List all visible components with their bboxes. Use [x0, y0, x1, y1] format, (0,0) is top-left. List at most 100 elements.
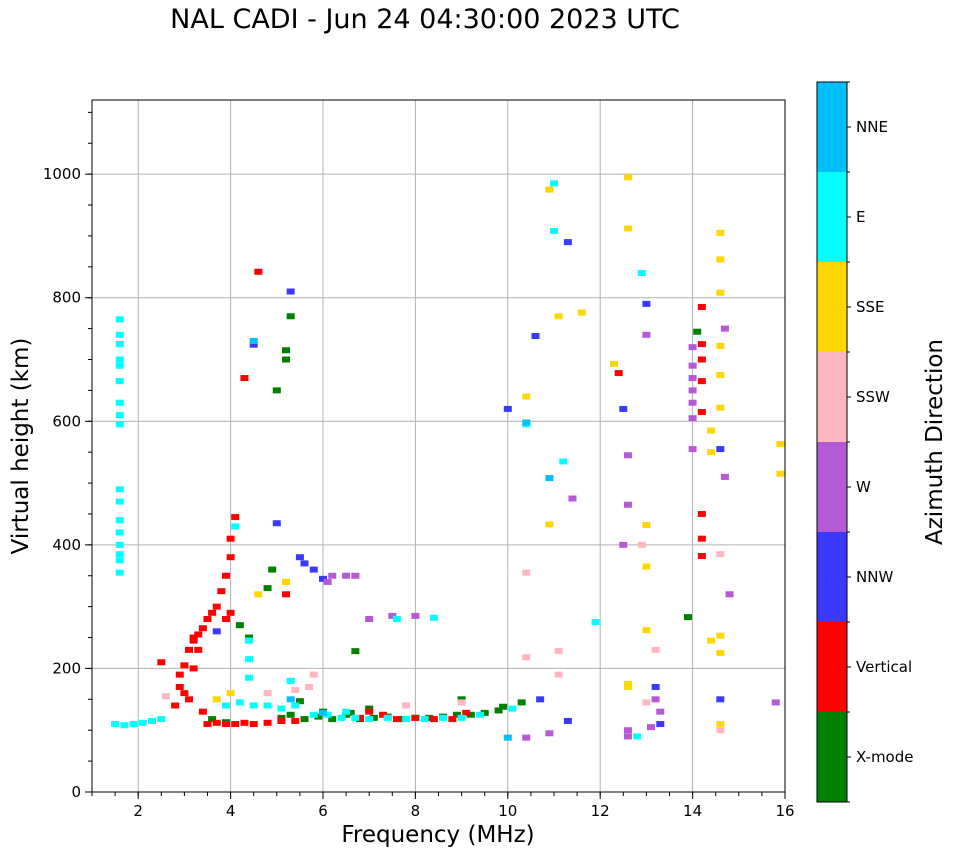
data-point-e: [115, 362, 124, 369]
data-point-x-mode: [351, 648, 360, 655]
data-point-e: [457, 714, 466, 721]
data-point-vertical: [697, 356, 706, 363]
colorbar: X-mode Vertical NNW W SSW SSE E NNE: [816, 81, 913, 803]
data-point-vertical: [189, 665, 198, 672]
data-point-ssw: [263, 690, 272, 697]
data-point-sse: [642, 563, 651, 570]
data-point-vertical: [697, 535, 706, 542]
data-point-e: [249, 702, 258, 709]
data-point-nne: [503, 734, 512, 741]
data-point-x-mode: [683, 614, 692, 621]
data-point-ssw: [161, 693, 170, 700]
data-point-vertical: [194, 646, 203, 653]
data-point-sse: [212, 696, 221, 703]
data-point-ssw: [642, 699, 651, 706]
data-point-w: [623, 727, 632, 734]
data-point-vertical: [240, 375, 249, 382]
x-tick-label: 10: [498, 802, 517, 820]
data-point-e: [115, 341, 124, 348]
data-point-nnw: [563, 717, 572, 724]
data-point-x-mode: [452, 711, 461, 718]
data-point-e: [115, 541, 124, 548]
data-point-e: [115, 412, 124, 419]
data-point-vertical: [198, 708, 207, 715]
y-tick-label: 600: [52, 412, 81, 430]
data-point-e: [115, 316, 124, 323]
colorbar-tick-label: Vertical: [856, 658, 912, 676]
colorbar-segment: [817, 82, 847, 172]
x-tick-label: 8: [411, 802, 421, 820]
data-point-e: [115, 529, 124, 536]
data-marks: [111, 174, 785, 741]
data-point-e: [508, 705, 517, 712]
data-point-x-mode: [208, 716, 217, 723]
data-point-e: [429, 614, 438, 621]
data-point-w: [619, 541, 628, 548]
data-point-x-mode: [480, 709, 489, 716]
colorbar-tick-label: E: [856, 208, 865, 226]
colorbar-segment: [817, 622, 847, 712]
x-tick-label: 14: [683, 802, 702, 820]
data-point-nne: [522, 419, 531, 426]
data-point-vertical: [221, 721, 230, 728]
data-point-nnw: [300, 560, 309, 567]
data-point-ssw: [554, 671, 563, 678]
data-point-vertical: [185, 646, 194, 653]
data-point-nne: [249, 337, 258, 344]
data-point-vertical: [198, 625, 207, 632]
data-point-w: [688, 344, 697, 351]
data-point-x-mode: [342, 711, 351, 718]
data-point-ssw: [651, 646, 660, 653]
data-point-x-mode: [466, 711, 475, 718]
data-point-x-mode: [346, 709, 355, 716]
data-point-vertical: [180, 690, 189, 697]
data-point-x-mode: [693, 328, 702, 335]
data-point-w: [656, 708, 665, 715]
data-point-vertical: [282, 591, 291, 598]
data-point-vertical: [697, 409, 706, 416]
data-point-sse: [716, 289, 725, 296]
x-tick-label: 12: [591, 802, 610, 820]
data-point-sse: [716, 229, 725, 236]
y-tick-label: 1000: [43, 165, 81, 183]
data-point-e: [148, 717, 157, 724]
data-point-nnw: [286, 288, 295, 295]
data-point-e: [277, 705, 286, 712]
data-point-vertical: [226, 554, 235, 561]
data-point-vertical: [175, 683, 184, 690]
data-point-sse: [623, 174, 632, 181]
data-point-e: [342, 708, 351, 715]
data-point-vertical: [171, 702, 180, 709]
y-tick-label: 800: [52, 289, 81, 307]
data-point-vertical: [157, 659, 166, 666]
data-point-ssw: [309, 671, 318, 678]
data-point-vertical: [185, 696, 194, 703]
data-point-ssw: [554, 648, 563, 655]
data-point-sse: [716, 632, 725, 639]
data-point-vertical: [231, 514, 240, 521]
data-point-vertical: [180, 662, 189, 669]
data-point-w: [623, 452, 632, 459]
data-point-vertical: [221, 572, 230, 579]
data-point-sse: [254, 591, 263, 598]
data-point-vertical: [240, 719, 249, 726]
x-axis: 2 4 6 8 10 12 14 16: [91, 792, 795, 820]
data-point-x-mode: [499, 703, 508, 710]
data-point-ssw: [305, 683, 314, 690]
data-point-w: [688, 375, 697, 382]
data-point-w: [545, 730, 554, 737]
data-point-vertical: [291, 717, 300, 724]
data-point-sse: [577, 309, 586, 316]
data-point-nnw: [716, 446, 725, 453]
data-point-nnw: [531, 333, 540, 340]
y-axis: 0 200 400 600 800 1000: [43, 111, 92, 801]
data-point-e: [337, 714, 346, 721]
data-point-vertical: [175, 671, 184, 678]
data-point-e: [245, 637, 254, 644]
data-point-ssw: [637, 541, 646, 548]
chart-title: NAL CADI - Jun 24 04:30:00 2023 UTC: [170, 4, 680, 35]
data-point-ssw: [522, 654, 531, 661]
data-point-nnw: [295, 554, 304, 561]
data-point-vertical: [217, 588, 226, 595]
